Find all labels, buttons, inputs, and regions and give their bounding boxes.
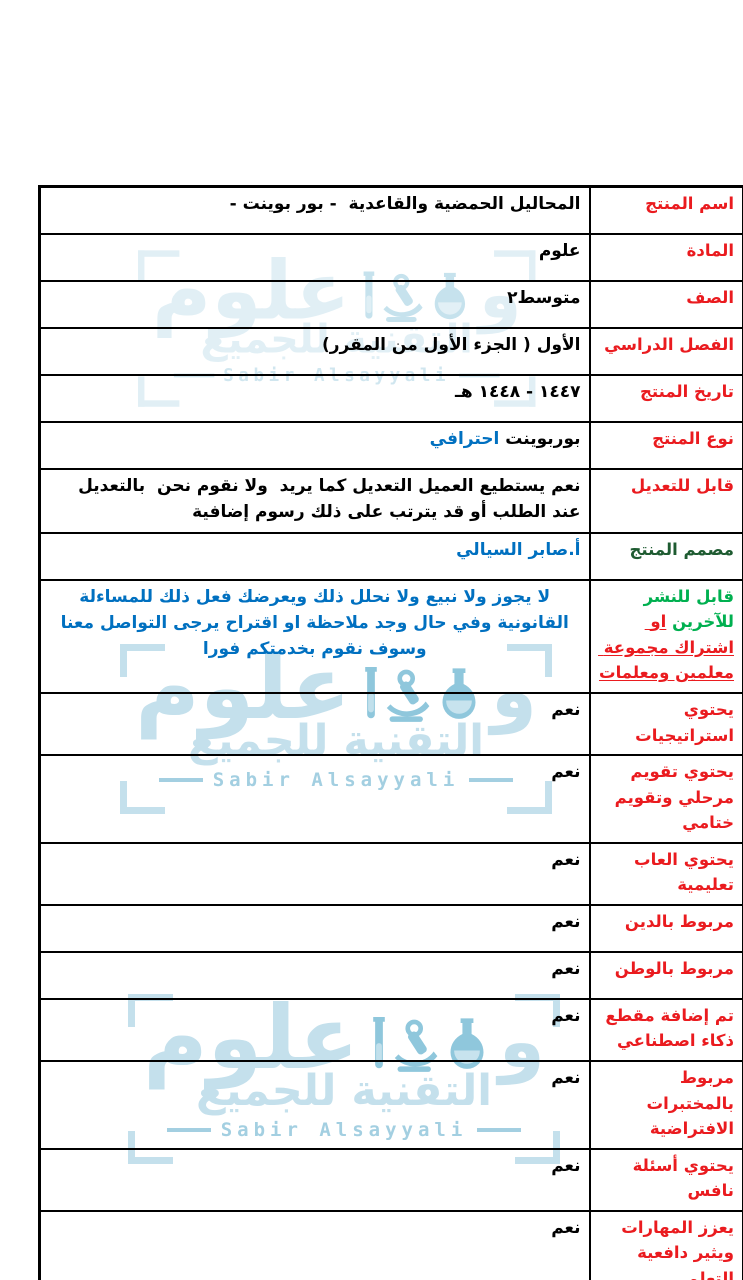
table-row: نوع المنتج بوربوينت احترافي [38,421,743,470]
row-label-cell: تاريخ المنتج [588,374,743,423]
text-segment: تاريخ المنتج [640,382,734,401]
row-label-cell: يحتوي أسئلة نافس [588,1147,743,1212]
row-label-cell: تم إضافة مقطع ذكاء اصطناعي [588,997,743,1063]
row-label-cell: مربوط بالدين [588,903,743,953]
text-segment: نعم [551,1005,581,1026]
table-row: مربوط بالدين نعم [38,903,743,953]
row-value-cell: نعم [38,950,591,1000]
text-segment: احترافي [429,429,500,449]
row-label-cell: يعزز المهارات ويثير دافعية التعلم [588,1209,743,1280]
table-row: يحتوي استراتيجيات نعم [38,691,743,757]
table-row: يحتوي العاب تعليمية نعم [38,841,743,906]
row-label-cell: مربوط بالوطن [588,950,743,1000]
text-segment: الأول ( الجزء الأول من المقرر) [322,335,581,355]
text-segment: المادة [686,241,734,260]
row-label-cell: قابل للنشر للآخرين او اشتراك مجموعة معلم… [588,578,743,694]
row-value-cell: نعم [38,1060,591,1150]
text-segment: نعم [551,699,581,720]
row-value-cell: بوربوينت احترافي [38,421,591,470]
row-value-cell: نعم [38,1147,591,1212]
row-label-cell: الصف [588,280,743,329]
table-row: مصمم المنتج أ.صابر السيالي [38,531,743,581]
row-label-cell: نوع المنتج [588,421,743,470]
text-segment: يحتوي استراتيجيات [635,699,734,745]
row-value-cell: متوسط٢ [38,280,591,329]
row-value-cell: المحاليل الحمضية والقاعدية - بور بوينت - [38,185,591,235]
table-row: الفصل الدراسي الأول ( الجزء الأول من المق… [38,327,743,376]
row-value-cell: ١٤٤٧ - ١٤٤٨ هـ [38,374,591,423]
table-row: تاريخ المنتج ١٤٤٧ - ١٤٤٨ هـ [38,374,743,423]
text-segment: او اشتراك مجموعة معلمين ومعلمات [598,612,734,683]
text-segment: قابل للتعديل [630,476,734,495]
text-segment: نعم [551,911,581,932]
table-row: مربوط بالوطن نعم [38,950,743,1000]
text-segment: مربوط بالوطن [614,958,734,978]
table-row: قابل للتعديل نعم يستطيع العميل التعديل كم… [38,468,743,534]
text-segment: متوسط٢ [507,288,581,308]
row-value-cell: نعم [38,754,591,844]
text-segment: علوم [538,241,581,261]
product-info-table: اسم المنتج المحاليل الحمضية والقاعدية - ب… [38,185,743,1280]
row-value-cell: نعم [38,903,591,953]
text-segment: مصمم المنتج [629,539,735,559]
row-value-cell: نعم [38,1209,591,1280]
text-segment: يحتوي أسئلة نافس [626,1155,734,1201]
row-value-cell: الأول ( الجزء الأول من المقرر) [38,327,591,376]
text-segment: نعم [551,762,581,783]
text-segment: نعم [551,958,581,979]
table-row: قابل للنشر للآخرين او اشتراك مجموعة معلم… [38,578,743,694]
row-label-cell: يحتوي العاب تعليمية [588,841,743,906]
text-segment: المحاليل الحمضية والقاعدية - بور بوينت - [229,194,581,214]
table-row: المادة علوم [38,233,743,282]
row-value-cell: أ.صابر السيالي [38,531,591,581]
text-segment: مربوط بالدين [624,911,734,931]
text-segment: مربوط بالمختبرات الافتراضية [640,1068,734,1139]
table-body: اسم المنتج المحاليل الحمضية والقاعدية - ب… [38,185,743,1280]
text-segment: بوربوينت [499,429,581,449]
text-segment: لا يجوز ولا نبيع ولا نحلل ذلك ويعرضك فعل… [54,586,569,660]
row-value-cell: نعم [38,841,591,906]
table-row: تم إضافة مقطع ذكاء اصطناعي نعم [38,997,743,1063]
row-value-cell: لا يجوز ولا نبيع ولا نحلل ذلك ويعرضك فعل… [38,578,591,694]
row-label-cell: مصمم المنتج [588,531,743,581]
row-label-cell: الفصل الدراسي [588,327,743,376]
text-segment: أ.صابر السيالي [456,539,581,560]
text-segment: الصف [686,288,734,307]
row-label-cell: المادة [588,233,743,282]
text-segment: ١٤٤٧ - ١٤٤٨ هـ [455,382,581,402]
row-label-cell: يحتوي تقويم مرحلي وتقويم ختامي [588,754,743,844]
table-row: يحتوي أسئلة نافس نعم [38,1147,743,1212]
text-segment: نعم [551,1155,581,1176]
text-segment: يحتوي العاب تعليمية [628,849,734,895]
row-label-cell: اسم المنتج [588,185,743,235]
row-label-cell: قابل للتعديل [588,468,743,534]
text-segment: يعزز المهارات ويثير دافعية التعلم [615,1217,734,1280]
text-segment: نعم [551,1068,581,1088]
row-value-cell: علوم [38,233,591,282]
text-segment: نوع المنتج [652,429,734,448]
row-label-cell: يحتوي استراتيجيات [588,691,743,757]
text-segment: قابل للنشر للآخرين [637,586,734,632]
text-segment: يحتوي تقويم مرحلي وتقويم ختامي [608,762,734,833]
text-segment: الفصل الدراسي [604,335,734,354]
text-segment: نعم [551,849,581,870]
table-row: اسم المنتج المحاليل الحمضية والقاعدية - ب… [38,185,743,235]
table-row: يحتوي تقويم مرحلي وتقويم ختامي نعم [38,754,743,844]
text-segment: تم إضافة مقطع ذكاء اصطناعي [599,1005,734,1051]
table-row: يعزز المهارات ويثير دافعية التعلم نعم [38,1209,743,1280]
row-value-cell: نعم يستطيع العميل التعديل كما يريد ولا ن… [38,468,591,534]
table-row: مربوط بالمختبرات الافتراضية نعم [38,1060,743,1150]
text-segment: نعم [551,1217,581,1238]
row-value-cell: نعم [38,691,591,757]
row-value-cell: نعم [38,997,591,1063]
row-label-cell: مربوط بالمختبرات الافتراضية [588,1060,743,1150]
table-row: الصف متوسط٢ [38,280,743,329]
text-segment: اسم المنتج [645,194,734,213]
text-segment: نعم يستطيع العميل التعديل كما يريد ولا ن… [72,476,581,523]
